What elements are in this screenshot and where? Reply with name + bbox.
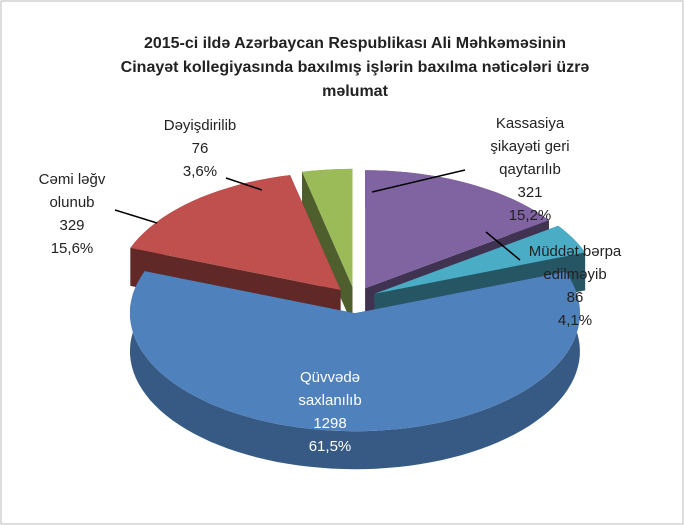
leader-line [114, 209, 158, 224]
data-label-value: 76 [192, 140, 209, 157]
leader-line [371, 169, 466, 193]
slice [365, 170, 549, 289]
leader-line [225, 177, 263, 191]
data-label-name: Qüvvədə [300, 369, 360, 386]
data-label-value: 1298 [313, 415, 346, 432]
data-label-share: 61,5% [309, 438, 352, 455]
data-label-share: 15,2% [509, 207, 552, 224]
slice-side [130, 271, 580, 470]
data-label-share: 3,6% [183, 163, 217, 180]
chart-title: Cinayət kollegiyasında baxılmış işlərin … [121, 59, 590, 76]
data-label-value: 329 [59, 217, 84, 234]
slice [130, 271, 580, 432]
leader-line [485, 231, 521, 261]
data-label-value: 86 [567, 289, 584, 306]
data-label-name: şikayəti geri [490, 138, 569, 155]
slice [374, 225, 586, 294]
slice [302, 168, 353, 287]
chart-title: 2015-ci ildə Azərbaycan Respublikası Ali… [144, 35, 566, 52]
chart-title: məlumat [322, 83, 388, 100]
data-label-share: 15,6% [51, 240, 94, 257]
data-label-name: edilməyib [543, 266, 606, 283]
slice-side [302, 171, 353, 325]
data-label-name: Cəmi ləğv [39, 171, 106, 188]
data-label-name: qaytarılıb [499, 161, 561, 178]
slice [130, 175, 341, 290]
data-label-share: 4,1% [558, 312, 592, 329]
data-label-name: Dəyişdirilib [164, 117, 237, 134]
data-label-name: Kassasiya [496, 115, 565, 132]
data-label-value: 321 [517, 184, 542, 201]
data-label-name: olunub [49, 194, 94, 211]
data-label-name: saxlanılıb [298, 392, 361, 409]
data-label-name: Müddət bərpa [529, 243, 622, 260]
